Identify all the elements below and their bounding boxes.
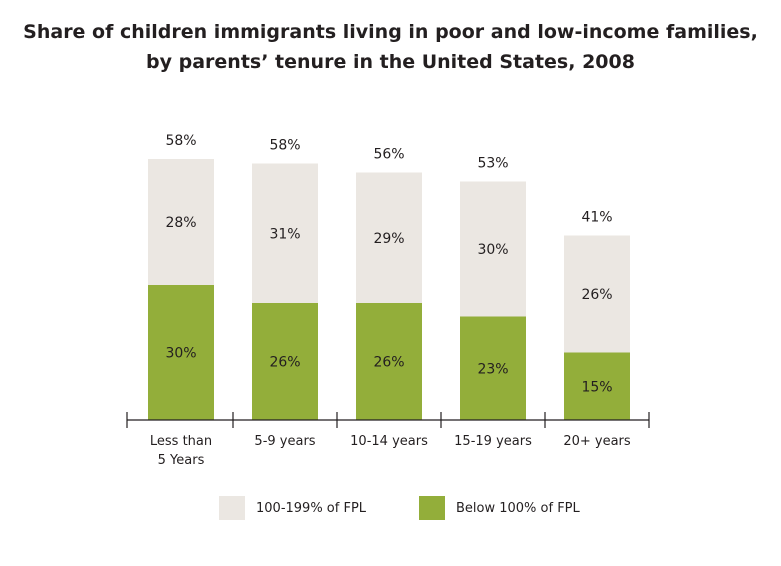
- data-label-total: 56%: [373, 147, 404, 163]
- data-label-total: 41%: [581, 210, 612, 226]
- data-label-100-199-fpl: 30%: [477, 242, 508, 258]
- bar-100-199-fpl: [356, 172, 422, 303]
- data-label-below-100-fpl: 26%: [373, 355, 404, 371]
- bar-below-100-fpl: [356, 303, 422, 420]
- bar-below-100-fpl: [460, 316, 526, 420]
- x-tick-label: 5 Years: [158, 453, 205, 468]
- data-label-below-100-fpl: 30%: [165, 346, 196, 362]
- data-label-100-199-fpl: 26%: [581, 287, 612, 303]
- data-label-total: 53%: [477, 156, 508, 172]
- data-label-below-100-fpl: 26%: [269, 355, 300, 371]
- data-label-100-199-fpl: 31%: [269, 226, 300, 242]
- x-tick-label: 15-19 years: [454, 434, 532, 449]
- x-tick-label: Less than: [150, 434, 212, 449]
- bar-below-100-fpl: [252, 303, 318, 420]
- bar-below-100-fpl: [148, 285, 214, 420]
- data-label-below-100-fpl: 23%: [477, 361, 508, 377]
- chart-title-line-1: Share of children immigrants living in p…: [23, 21, 758, 43]
- legend-swatch-poor: [419, 496, 445, 520]
- x-tick-label: 10-14 years: [350, 434, 428, 449]
- bar-100-199-fpl: [148, 159, 214, 285]
- legend-item-low-income: 100-199% of FPL: [219, 496, 366, 520]
- data-label-100-199-fpl: 29%: [373, 231, 404, 247]
- bar-below-100-fpl: [564, 352, 630, 420]
- x-tick-label: 20+ years: [563, 434, 631, 449]
- bar-100-199-fpl: [252, 163, 318, 303]
- bar-100-199-fpl: [564, 235, 630, 353]
- data-label-100-199-fpl: 28%: [165, 215, 196, 231]
- data-label-total: 58%: [269, 138, 300, 154]
- data-label-total: 58%: [165, 133, 196, 149]
- data-label-below-100-fpl: 15%: [581, 379, 612, 395]
- x-tick-label: 5-9 years: [254, 434, 315, 449]
- legend-swatch-low-income: [219, 496, 245, 520]
- legend-label-low-income: 100-199% of FPL: [256, 500, 367, 516]
- chart-title-line-2: by parents’ tenure in the United States,…: [146, 51, 635, 73]
- legend-item-poor: Below 100% of FPL: [419, 496, 580, 520]
- bar-100-199-fpl: [460, 181, 526, 317]
- legend-label-poor: Below 100% of FPL: [456, 500, 580, 516]
